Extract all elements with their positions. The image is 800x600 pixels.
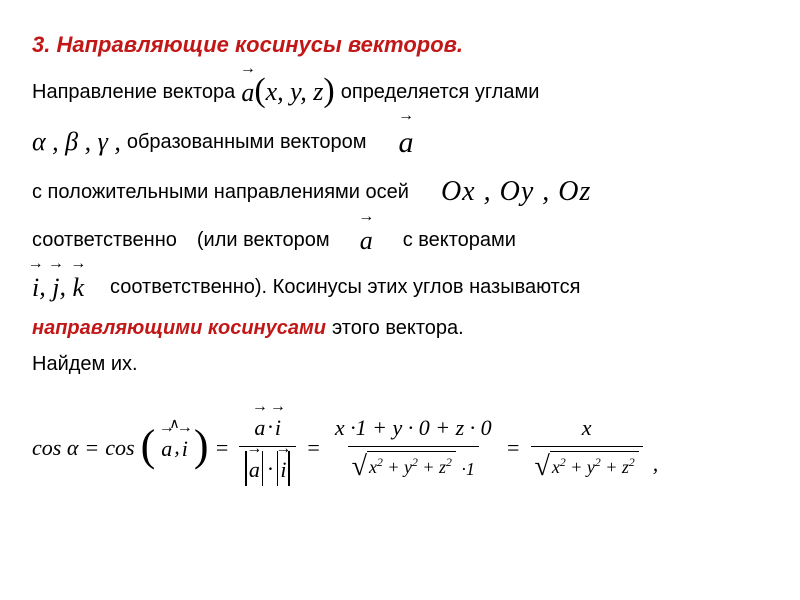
equals: =: [215, 431, 230, 464]
denominator: √ x2 + y2 + z2 ·1: [348, 446, 479, 484]
equals: =: [506, 431, 521, 464]
vec-a: a: [249, 451, 260, 486]
vec-i: i: [32, 266, 39, 307]
text: Направление вектора: [32, 77, 235, 107]
y: y: [587, 457, 595, 477]
vector-a: a: [360, 219, 373, 260]
vector-a-big: a: [399, 118, 414, 165]
vec-i: i: [280, 451, 286, 486]
sqrt: √ x2 + y2 + z2: [535, 451, 639, 481]
times-one: ·1: [461, 459, 475, 479]
text: соответственно: [32, 225, 177, 255]
frac-ai-over-mod: a · i a · i: [239, 409, 296, 486]
frac-final: x √ x2 + y2 + z2: [531, 411, 643, 484]
equals: =: [84, 431, 99, 464]
x: x: [552, 457, 560, 477]
section-title: 3. Направляющие косинусы векторов.: [32, 28, 768, 61]
vec-k: k: [72, 266, 84, 307]
text: этого вектора.: [332, 313, 464, 343]
frac-expanded: x ·1 + y · 0 + z · 0 √ x2 + y2 + z2 ·1: [331, 411, 496, 484]
vec-a: a: [360, 219, 373, 260]
denominator: √ x2 + y2 + z2: [531, 446, 643, 484]
equals: =: [306, 431, 321, 464]
plus: +: [418, 457, 439, 477]
text: определяется углами: [341, 77, 540, 107]
cos-text: cos: [105, 431, 134, 464]
greek-angles: α , β , γ ,: [32, 122, 121, 161]
equation-cos-alpha: cos α = cos ( a, i ) = a · i a · i = x ·…: [32, 409, 768, 486]
vec-j: j: [52, 266, 59, 307]
lparen: (: [141, 428, 156, 463]
denominator: a · i: [239, 446, 296, 486]
text: образованными вектором: [127, 127, 367, 157]
line-5: i, j, k соответственно). Косинусы этих у…: [32, 266, 768, 307]
sqrt: √ x2 + y2 + z2: [352, 451, 456, 481]
y: y: [404, 457, 412, 477]
numerator: x ·1 + y · 0 + z · 0: [331, 411, 496, 446]
z: z: [439, 457, 446, 477]
vector-a-xyz: a (x, y, z): [241, 71, 334, 112]
line-7: Найдем их.: [32, 349, 768, 379]
line-3: с положительными направлениями осей Ox ,…: [32, 171, 768, 213]
text: с векторами: [403, 225, 516, 255]
xyz: x, y, z: [266, 72, 324, 111]
plus: +: [383, 457, 404, 477]
mod-a: a: [243, 451, 265, 486]
z: z: [622, 457, 629, 477]
numerator: x: [578, 411, 596, 446]
axes: Ox , Oy , Oz: [441, 171, 591, 213]
x: x: [369, 457, 377, 477]
ijk-vectors: i, j, k: [32, 266, 84, 307]
line-4: соответственно (или вектором a с вектора…: [32, 219, 768, 260]
line-2: α , β , γ , образованными вектором a: [32, 118, 768, 165]
plus: +: [601, 457, 622, 477]
plus: +: [566, 457, 587, 477]
term-direction-cosines: направляющими косинусами: [32, 313, 326, 343]
vec-a: a: [161, 430, 172, 465]
vec-i: i: [182, 430, 188, 465]
line-6: направляющими косинусами этого вектора.: [32, 313, 768, 343]
text: (или вектором: [197, 225, 330, 255]
angle-hat: a, i: [161, 430, 188, 465]
text: соответственно). Косинусы этих углов наз…: [110, 272, 580, 302]
trailing-comma: ,: [653, 447, 659, 480]
rparen: ): [194, 428, 209, 463]
mod-i: i: [275, 451, 292, 486]
text: Найдем их.: [32, 349, 138, 379]
vec-a: a: [241, 71, 254, 112]
dot: ·: [267, 452, 273, 485]
text: с положительными направлениями осей: [32, 177, 409, 207]
cos-alpha: cos α: [32, 431, 78, 464]
vec-a: a: [399, 118, 414, 165]
